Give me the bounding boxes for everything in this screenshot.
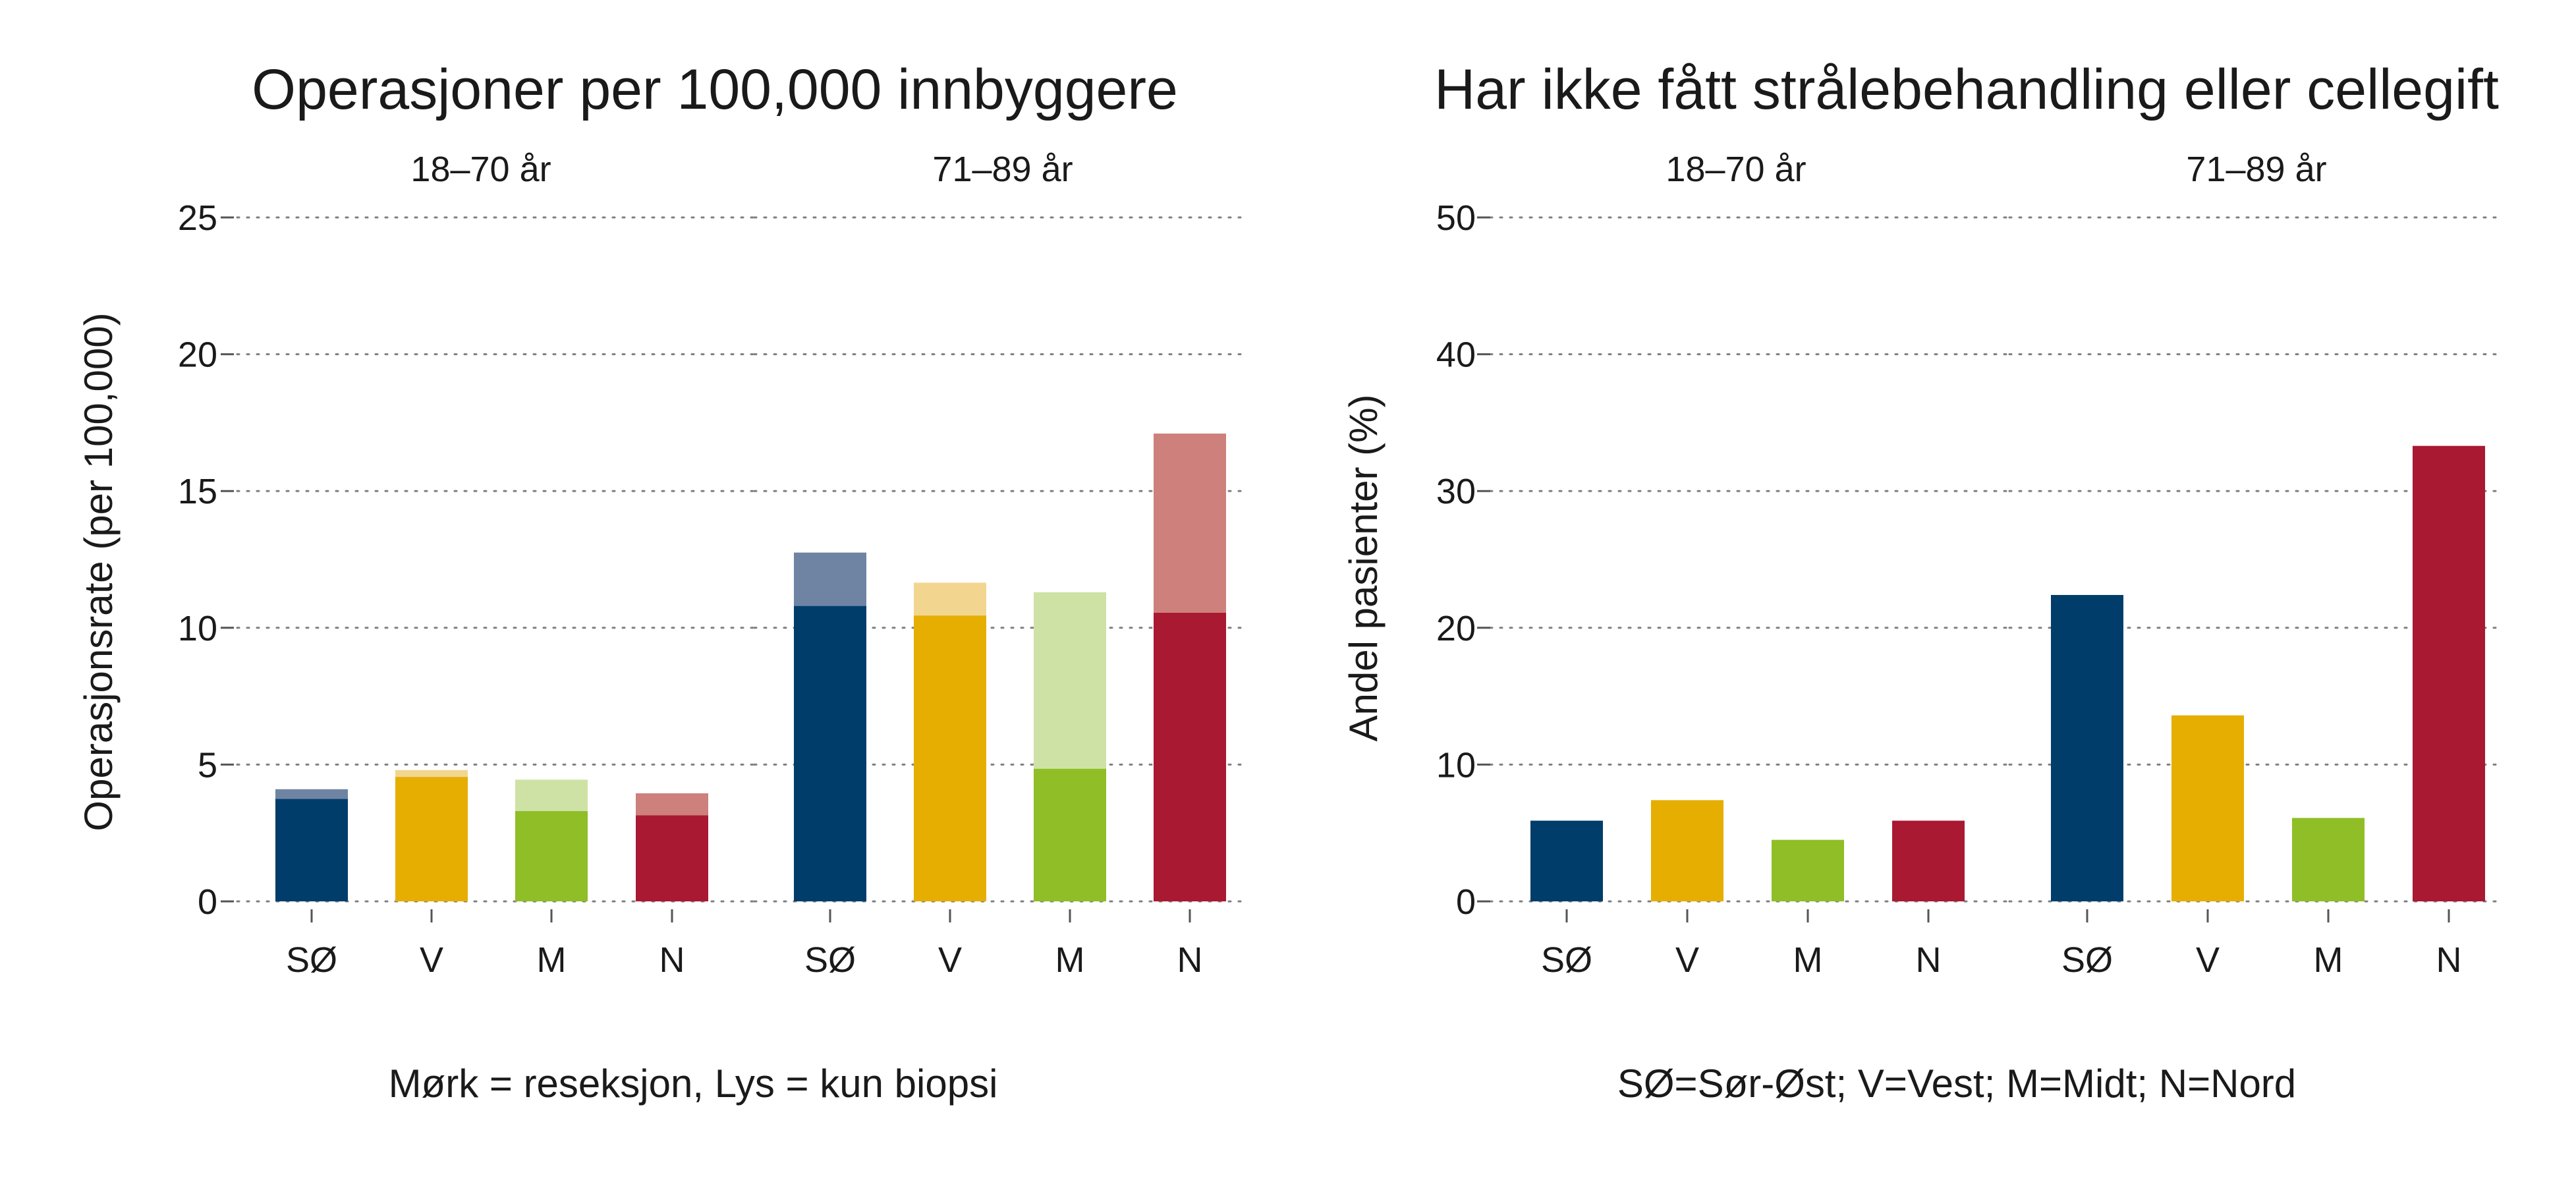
facet-label: 71–89 år: [932, 150, 1073, 189]
x-tick-label: M: [537, 940, 567, 980]
y-tick-label: 15: [178, 472, 217, 511]
x-tick-label: M: [1793, 940, 1823, 980]
chart-caption: SØ=Sør-Øst; V=Vest; M=Midt; N=Nord: [1617, 1061, 2296, 1106]
bar-segment-dark-0-2: [515, 810, 588, 901]
x-tick-label: V: [2196, 940, 2220, 980]
y-tick-label: 0: [198, 882, 217, 922]
bar-segment-light-0-1: [395, 770, 468, 778]
bar-segment-light-0-0: [275, 789, 348, 799]
x-tick-label: N: [659, 940, 685, 980]
bar-segment-dark-1-2: [2292, 818, 2365, 901]
y-tick-label: 10: [178, 609, 217, 648]
y-tick-label: 50: [1436, 198, 1476, 238]
bar-segment-dark-0-1: [395, 777, 468, 901]
y-tick-label: 40: [1436, 335, 1476, 375]
bar-segment-dark-0-3: [1892, 820, 1965, 901]
x-tick-label: N: [1916, 940, 1942, 980]
chart-operasjoner: Operasjoner per 100,000 innbyggere Opera…: [76, 58, 1246, 1106]
bar-segment-dark-1-3: [1154, 612, 1226, 901]
bar-segment-dark-1-0: [2051, 594, 2123, 901]
bar-segment-dark-0-0: [275, 799, 348, 901]
bar-segment-dark-1-0: [794, 606, 866, 901]
x-tick-label: V: [420, 940, 443, 980]
bar-segment-dark-1-2: [1034, 768, 1106, 901]
x-tick-label: SØ: [286, 940, 337, 980]
bar-segment-dark-1-1: [2171, 715, 2244, 901]
y-tick-label: 30: [1436, 472, 1476, 511]
bar-segment-dark-0-1: [1651, 800, 1723, 901]
bar-segment-light-1-3: [1154, 434, 1226, 613]
bar-segment-light-1-0: [794, 552, 866, 606]
chart-title: Operasjoner per 100,000 innbyggere: [252, 58, 1178, 121]
x-tick-label: N: [2436, 940, 2462, 980]
chart-title: Har ikke fått strålebehandling eller cel…: [1434, 58, 2499, 121]
facet-label: 18–70 år: [1666, 150, 1806, 189]
y-axis-label: Andel pasienter (%): [1341, 395, 1386, 742]
bar-segment-light-1-2: [1034, 592, 1106, 769]
facet-label: 71–89 år: [2186, 150, 2326, 189]
bar-segment-dark-0-0: [1530, 820, 1603, 901]
y-tick-label: 20: [1436, 609, 1476, 648]
bar-segment-light-1-1: [914, 582, 986, 616]
y-tick-label: 25: [178, 198, 217, 238]
chart-caption: Mørk = reseksjon, Lys = kun biopsi: [389, 1061, 998, 1106]
y-axis-label: Operasjonsrate (per 100,000): [76, 312, 121, 831]
y-tick-label: 20: [178, 335, 217, 375]
bar-segment-dark-0-3: [636, 815, 708, 901]
x-tick-label: M: [2314, 940, 2343, 980]
x-tick-label: N: [1177, 940, 1203, 980]
y-tick-label: 0: [1456, 882, 1476, 922]
bar-segment-light-0-3: [636, 793, 708, 816]
facet-label: 18–70 år: [410, 150, 551, 189]
y-tick-label: 5: [198, 745, 217, 785]
x-tick-label: V: [1675, 940, 1699, 980]
chart-stralebehandling: Har ikke fått strålebehandling eller cel…: [1341, 58, 2502, 1106]
bar-segment-dark-0-2: [1772, 839, 1844, 901]
y-tick-label: 10: [1436, 745, 1476, 785]
plot-area: 0 10 20 30 40 50 18–70 år SØ V M N 71–89 år SØ V M N: [1436, 150, 2502, 980]
x-tick-label: SØ: [804, 940, 856, 980]
x-tick-label: V: [938, 940, 962, 980]
bar-segment-dark-1-3: [2413, 445, 2485, 901]
x-tick-label: SØ: [1541, 940, 1592, 980]
plot-area: 0 5 10 15 20 25 18–70 år SØ V M N 71–89 år SØ V M N: [178, 150, 1246, 980]
x-tick-label: SØ: [2061, 940, 2113, 980]
bar-segment-light-0-2: [515, 779, 588, 811]
bar-segment-dark-1-1: [914, 615, 986, 901]
x-tick-label: M: [1055, 940, 1085, 980]
